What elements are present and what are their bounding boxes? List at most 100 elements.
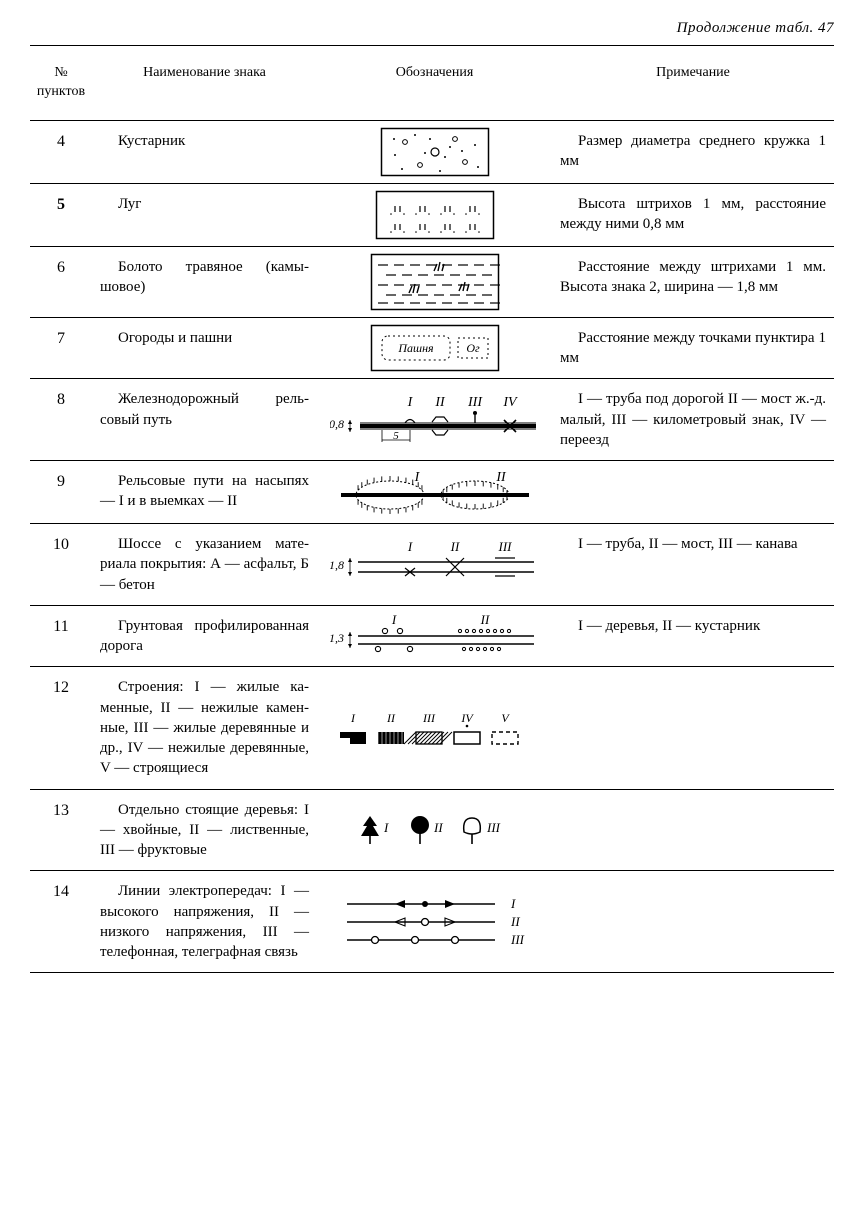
row-name: Болото травяное (камы­шовое): [92, 246, 317, 317]
svg-text:II: II: [434, 395, 446, 410]
dirt-road-symbol-icon: 1,3III: [330, 614, 540, 658]
symbols-table: № пунктов Наименование знака Обозначения…: [30, 45, 834, 973]
row-name: Железнодорожный рель­совый путь: [92, 379, 317, 461]
row-num: 11: [30, 605, 92, 667]
row-symbol: IIIIIIIVV: [317, 667, 552, 789]
row-name: Кустарник: [92, 120, 317, 183]
row-note: Высота штрихов 1 мм, расстояние между ни…: [552, 183, 834, 246]
svg-text:Ог: Ог: [466, 341, 480, 355]
row-num: 8: [30, 379, 92, 461]
table-row: 8 Железнодорожный рель­совый путь 0,85II…: [30, 379, 834, 461]
highway-symbol-icon: 1,8IIIIII: [330, 539, 540, 589]
row-note: Расстояние между штри­хами 1 мм. Высота …: [552, 246, 834, 317]
svg-text:II: II: [510, 914, 520, 929]
meadow-symbol-icon: [375, 190, 495, 240]
table-row: 4 Кустарник Размер диаметра среднего кру…: [30, 120, 834, 183]
row-symbol: IIIIII: [317, 871, 552, 973]
row-num: 5: [30, 183, 92, 246]
svg-text:II: II: [495, 470, 507, 485]
col-header-note: Примечание: [552, 46, 834, 121]
row-note: [552, 871, 834, 973]
field-symbol-icon: Пашня Ог: [370, 324, 500, 372]
svg-text:I: I: [510, 896, 516, 911]
svg-text:III: III: [486, 820, 501, 835]
svg-text:II: II: [386, 711, 396, 725]
row-name: Строения: I — жилые ка­менные, II — нежи…: [92, 667, 317, 789]
svg-text:I: I: [413, 470, 420, 485]
row-name: Огороды и пашни: [92, 317, 317, 379]
swamp-symbol-icon: [370, 253, 500, 311]
row-note: Размер диаметра среднего кружка 1 мм: [552, 120, 834, 183]
power-lines-symbol-icon: IIIIII: [335, 892, 535, 952]
row-symbol: [317, 246, 552, 317]
svg-text:Пашня: Пашня: [397, 341, 434, 355]
row-num: 6: [30, 246, 92, 317]
row-symbol: Пашня Ог: [317, 317, 552, 379]
row-symbol: 1,8IIIIII: [317, 524, 552, 606]
svg-text:IV: IV: [460, 711, 474, 725]
table-row: 12 Строения: I — жилые ка­менные, II — н…: [30, 667, 834, 789]
row-name: Рельсовые пути на насы­пях — I и в выемк…: [92, 461, 317, 524]
row-name: Шоссе с указанием мате­риала покрытия: А…: [92, 524, 317, 606]
svg-text:I: I: [350, 711, 356, 725]
svg-text:IV: IV: [502, 395, 518, 410]
row-symbol: 1,3III: [317, 605, 552, 667]
row-name: Линии электропередач: I — высокого напря…: [92, 871, 317, 973]
buildings-symbol-icon: IIIIIIIVV: [330, 708, 540, 748]
row-num: 13: [30, 789, 92, 871]
row-note: I — труба, II — мост, III — канава: [552, 524, 834, 606]
svg-text:III: III: [497, 539, 512, 554]
row-num: 4: [30, 120, 92, 183]
svg-text:I: I: [406, 395, 413, 410]
railway-cut-fill-symbol-icon: III: [335, 467, 535, 517]
row-num: 12: [30, 667, 92, 789]
svg-text:I: I: [406, 539, 412, 554]
svg-text:III: III: [422, 711, 436, 725]
svg-text:I: I: [383, 820, 389, 835]
row-note: Расстояние между точка­ми пунктира 1 мм: [552, 317, 834, 379]
row-name: Отдельно стоящие де­ревья: I — хвойные, …: [92, 789, 317, 871]
row-symbol: [317, 120, 552, 183]
svg-text:0,8: 0,8: [330, 417, 344, 431]
svg-text:5: 5: [393, 430, 399, 442]
svg-text:I: I: [390, 614, 396, 627]
svg-text:II: II: [433, 820, 443, 835]
trees-symbol-icon: IIIIII: [350, 810, 520, 850]
col-header-symbol: Обозначения: [317, 46, 552, 121]
table-continuation-caption: Продолжение табл. 47: [30, 20, 834, 37]
col-header-num: № пунктов: [30, 46, 92, 121]
row-note: I — деревья, II — кустар­ник: [552, 605, 834, 667]
table-row: 9 Рельсовые пути на насы­пях — I и в вые…: [30, 461, 834, 524]
table-row: 14 Линии электропередач: I — высокого на…: [30, 871, 834, 973]
row-note: [552, 461, 834, 524]
table-row: 7 Огороды и пашни Пашня Ог Расстояние меж…: [30, 317, 834, 379]
row-symbol: [317, 183, 552, 246]
svg-text:II: II: [479, 614, 489, 627]
row-note: I — труба под дорогой II — мост ж.-д. ма…: [552, 379, 834, 461]
svg-text:II: II: [449, 539, 459, 554]
row-name: Грунтовая профилирован­ная дорога: [92, 605, 317, 667]
svg-text:1,3: 1,3: [330, 631, 344, 645]
table-row: 6 Болото травяное (камы­шовое) Расстояни…: [30, 246, 834, 317]
row-num: 7: [30, 317, 92, 379]
row-num: 9: [30, 461, 92, 524]
row-symbol: III: [317, 461, 552, 524]
row-symbol: IIIIII: [317, 789, 552, 871]
svg-text:1,8: 1,8: [330, 558, 344, 572]
table-row: 5 Луг Высота штрихов 1 мм, расстояние ме…: [30, 183, 834, 246]
row-num: 10: [30, 524, 92, 606]
col-header-name: Наименование знака: [92, 46, 317, 121]
shrub-symbol-icon: [380, 127, 490, 177]
row-note: [552, 667, 834, 789]
railway-symbol-icon: 0,85IIIIIIIV: [330, 390, 540, 450]
row-note: [552, 789, 834, 871]
row-num: 14: [30, 871, 92, 973]
svg-text:V: V: [501, 711, 510, 725]
table-row: 13 Отдельно стоящие де­ревья: I — хвойны…: [30, 789, 834, 871]
table-header-row: № пунктов Наименование знака Обозначения…: [30, 46, 834, 121]
svg-text:III: III: [510, 932, 525, 947]
table-row: 11 Грунтовая профилирован­ная дорога 1,3…: [30, 605, 834, 667]
svg-text:III: III: [467, 395, 483, 410]
row-symbol: 0,85IIIIIIIV: [317, 379, 552, 461]
row-name: Луг: [92, 183, 317, 246]
